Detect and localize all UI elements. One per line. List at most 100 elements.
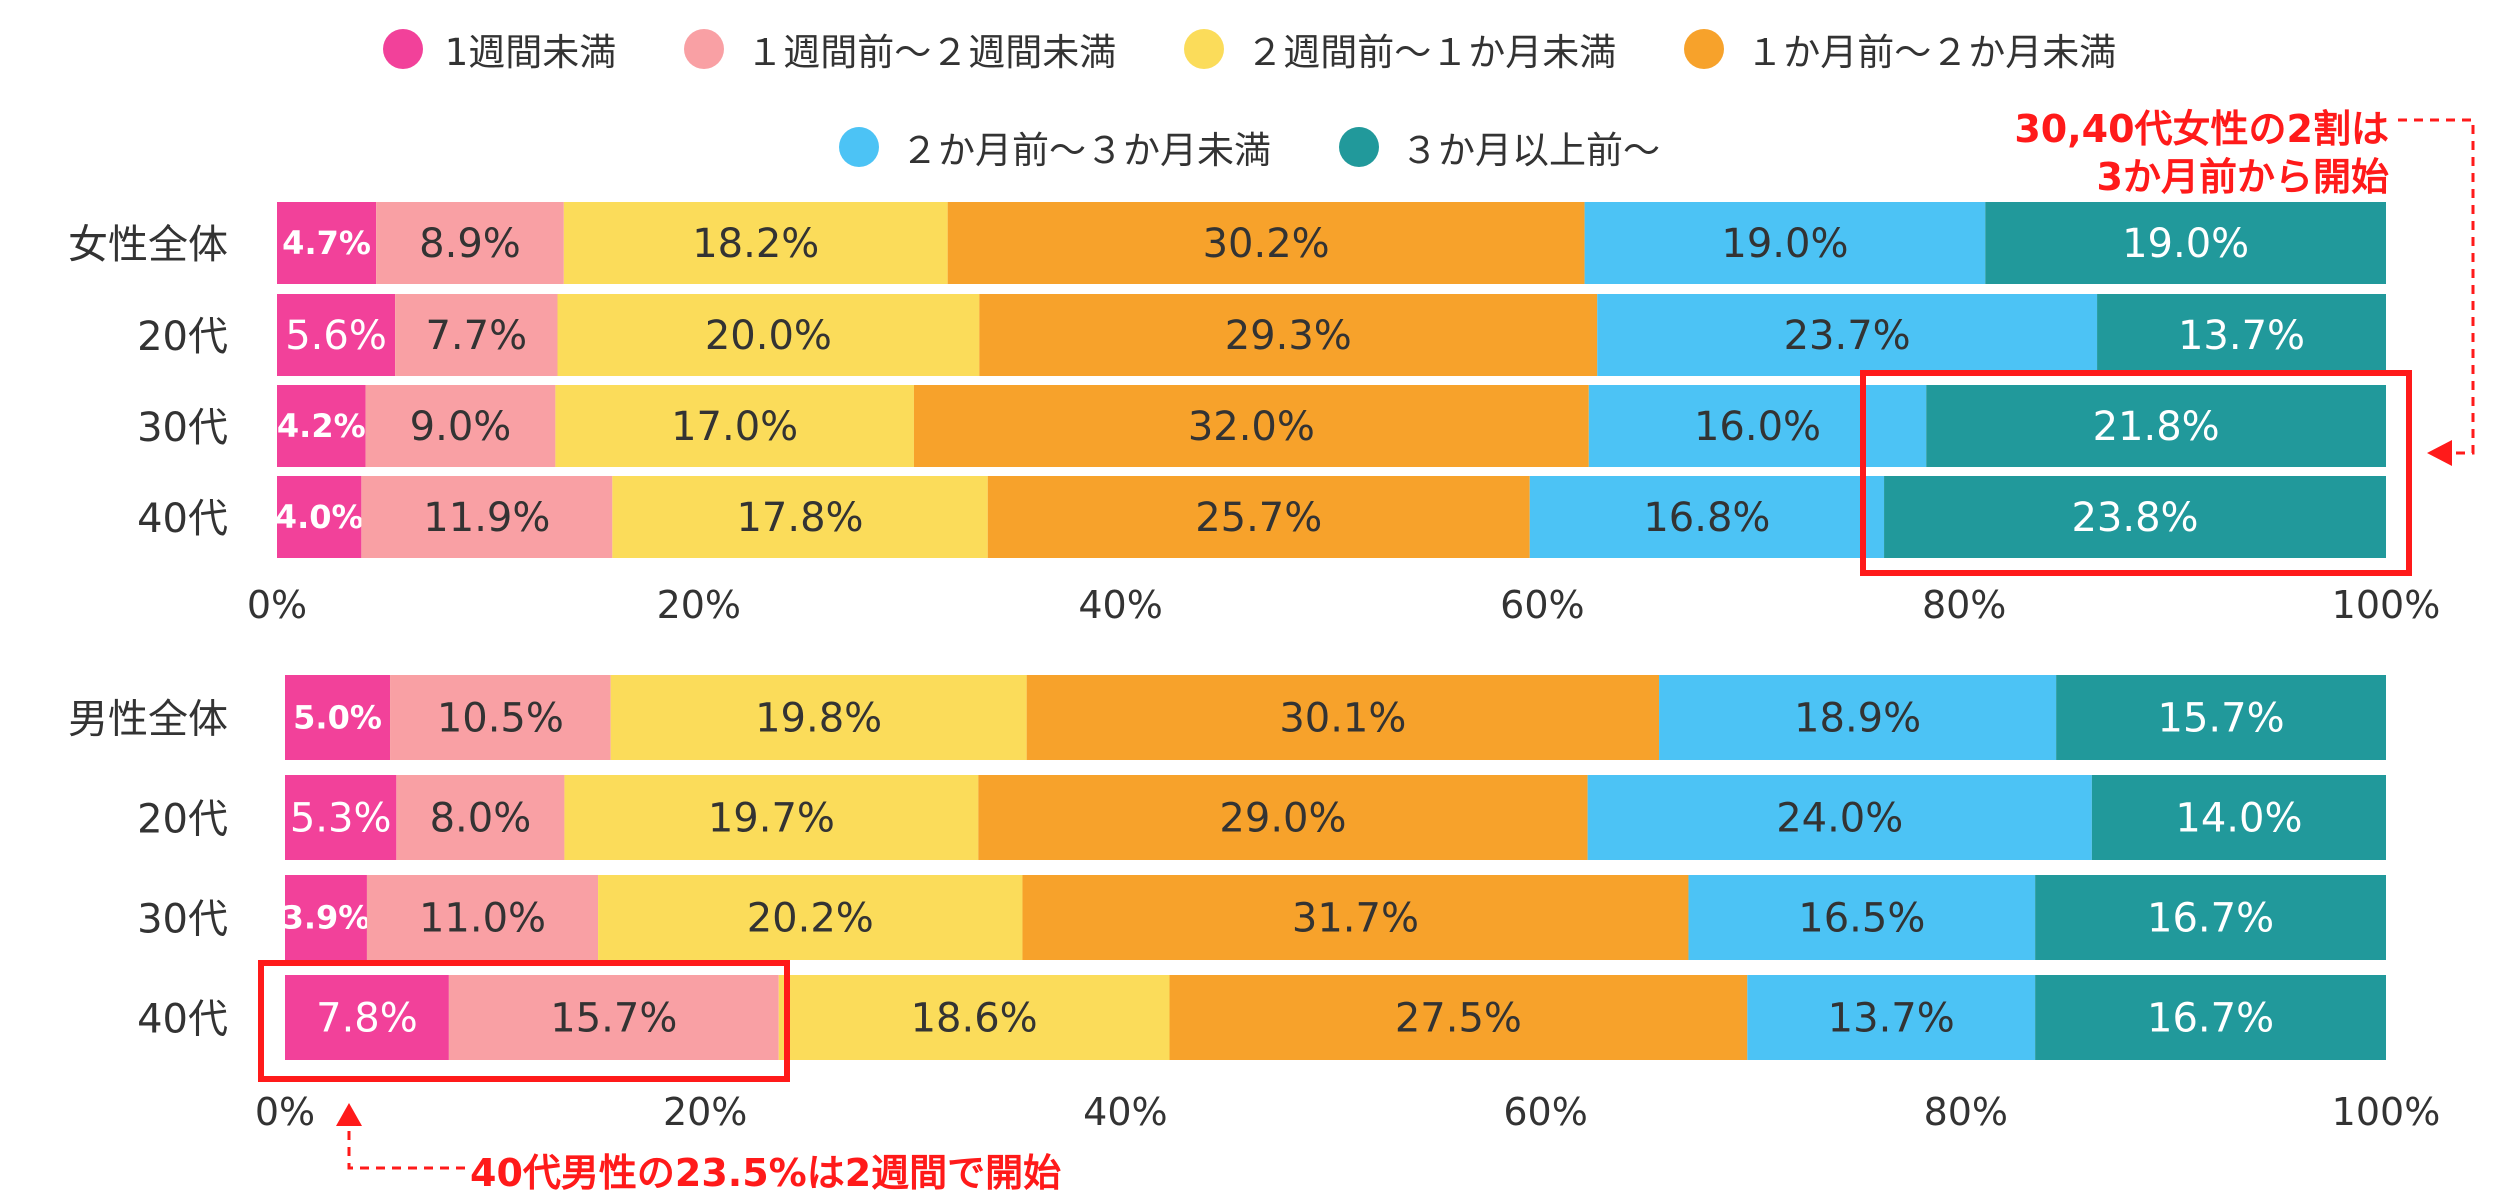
- bar-segment: [1529, 476, 1885, 558]
- bar-segment: [778, 975, 1170, 1060]
- bar-segment: [365, 385, 556, 467]
- data-label: 13.7%: [2178, 313, 2305, 359]
- bar-segment: [1926, 385, 2386, 467]
- data-label: 15.7%: [550, 996, 677, 1042]
- data-label: 8.9%: [419, 221, 521, 267]
- bar-segment: [395, 294, 558, 376]
- category-label: 20代: [137, 314, 228, 360]
- bar-segment: [557, 294, 980, 376]
- legend-item: 1週間未満: [382, 22, 617, 76]
- bar-segment: [913, 385, 1589, 467]
- female-connector: [2398, 118, 2475, 455]
- legend-label: １週間前～２週間未満: [746, 31, 1117, 74]
- data-label: 29.0%: [1219, 796, 1346, 842]
- bar-segment: [1588, 385, 1927, 467]
- bar-segment: [2056, 675, 2386, 760]
- x-tick-label: 40%: [1078, 583, 1162, 627]
- bar-segment: [277, 385, 366, 467]
- bar-segment: [1659, 675, 2057, 760]
- legend-label: 1週間未満: [444, 31, 617, 74]
- data-label: 4.7%: [282, 224, 371, 262]
- bar-segment: [448, 975, 779, 1060]
- data-label: 16.0%: [1694, 404, 1821, 450]
- category-label: 男性全体: [68, 697, 228, 743]
- data-label: 4.2%: [277, 407, 366, 445]
- x-tick-label: 80%: [1922, 583, 2006, 627]
- x-tick-label: 0%: [247, 583, 307, 627]
- female-annotation-line1: 30,40代女性の2割は: [2014, 107, 2389, 151]
- x-tick-label: 100%: [2332, 1090, 2441, 1134]
- data-label: 16.8%: [1643, 495, 1770, 541]
- legend-swatch: [684, 29, 725, 69]
- data-label: 4.0%: [275, 498, 364, 536]
- data-label: 5.3%: [290, 796, 392, 842]
- legend-label: ２か月前～３か月未満: [901, 129, 1271, 172]
- legend-swatch: [1339, 127, 1379, 167]
- bar-segment: [285, 775, 397, 860]
- category-label: 40代: [137, 496, 228, 542]
- data-label: 7.7%: [425, 313, 527, 359]
- data-label: 30.1%: [1279, 696, 1406, 742]
- bar-segment: [1584, 202, 1986, 284]
- x-tick-label: 100%: [2332, 583, 2441, 627]
- bar-segment: [1597, 294, 2098, 376]
- legend-row-1: 1週間未満 １週間前～２週間未満 ２週間前～１か月未満 １か月前～２か月未満: [0, 22, 2499, 76]
- bar-segment: [612, 476, 988, 558]
- bar-segment: [555, 385, 914, 467]
- legend-item: ２週間前～１か月未満: [1184, 22, 1616, 76]
- x-tick-label: 20%: [657, 583, 741, 627]
- legend-item: １か月前～２か月未満: [1684, 22, 2116, 76]
- legend-item: ３か月以上前～: [1339, 120, 1660, 174]
- bar-segment: [1026, 675, 1660, 760]
- data-label: 11.9%: [423, 495, 550, 541]
- legend-swatch: [382, 29, 423, 69]
- data-label: 18.2%: [692, 221, 819, 267]
- legend-label: ３か月以上前～: [1401, 129, 1660, 172]
- data-label: 5.6%: [285, 313, 387, 359]
- bar-segment: [610, 675, 1027, 760]
- legend-swatch: [839, 127, 879, 167]
- x-tick-label: 60%: [1500, 583, 1584, 627]
- bar-segment: [2035, 975, 2386, 1060]
- data-label: 32.0%: [1188, 404, 1315, 450]
- bar-segment: [563, 202, 948, 284]
- bar-segment: [564, 775, 979, 860]
- category-label: 40代: [137, 997, 228, 1043]
- data-label: 25.7%: [1195, 495, 1322, 541]
- data-label: 21.8%: [2093, 404, 2220, 450]
- data-label: 13.7%: [1828, 996, 1955, 1042]
- bar-segment: [979, 294, 1598, 376]
- legend-swatch: [1184, 29, 1225, 69]
- data-label: 9.0%: [410, 404, 512, 450]
- data-label: 10.5%: [437, 696, 564, 742]
- bar-segment: [1587, 775, 2092, 860]
- data-label: 7.8%: [316, 996, 418, 1042]
- data-label: 24.0%: [1776, 796, 1903, 842]
- data-label: 18.9%: [1794, 696, 1921, 742]
- legend-swatch: [1684, 29, 1725, 69]
- x-tick-label: 60%: [1503, 1090, 1587, 1134]
- legend-label: １か月前～２か月未満: [1746, 31, 2117, 74]
- data-label: 20.2%: [747, 896, 874, 942]
- data-label: 19.7%: [708, 796, 835, 842]
- data-label: 23.8%: [2071, 495, 2198, 541]
- bar-segment: [277, 476, 362, 558]
- x-tick-label: 80%: [1924, 1090, 2008, 1134]
- legend-label: ２週間前～１か月未満: [1246, 31, 1617, 74]
- data-label: 15.7%: [2158, 696, 2285, 742]
- data-label: 29.3%: [1225, 313, 1352, 359]
- bar-segment: [1747, 975, 2036, 1060]
- category-label: 女性全体: [68, 222, 228, 268]
- bar-segment: [598, 875, 1023, 960]
- x-tick-label: 20%: [663, 1090, 747, 1134]
- data-label: 3.9%: [282, 899, 371, 937]
- data-label: 16.7%: [2147, 996, 2274, 1042]
- bar-segment: [1022, 875, 1689, 960]
- data-label: 23.7%: [1784, 313, 1911, 359]
- x-tick-label: 40%: [1083, 1090, 1167, 1134]
- data-label: 11.0%: [419, 896, 546, 942]
- category-label: 30代: [137, 897, 228, 943]
- data-label: 16.5%: [1798, 896, 1925, 942]
- bar-segment: [285, 975, 449, 1060]
